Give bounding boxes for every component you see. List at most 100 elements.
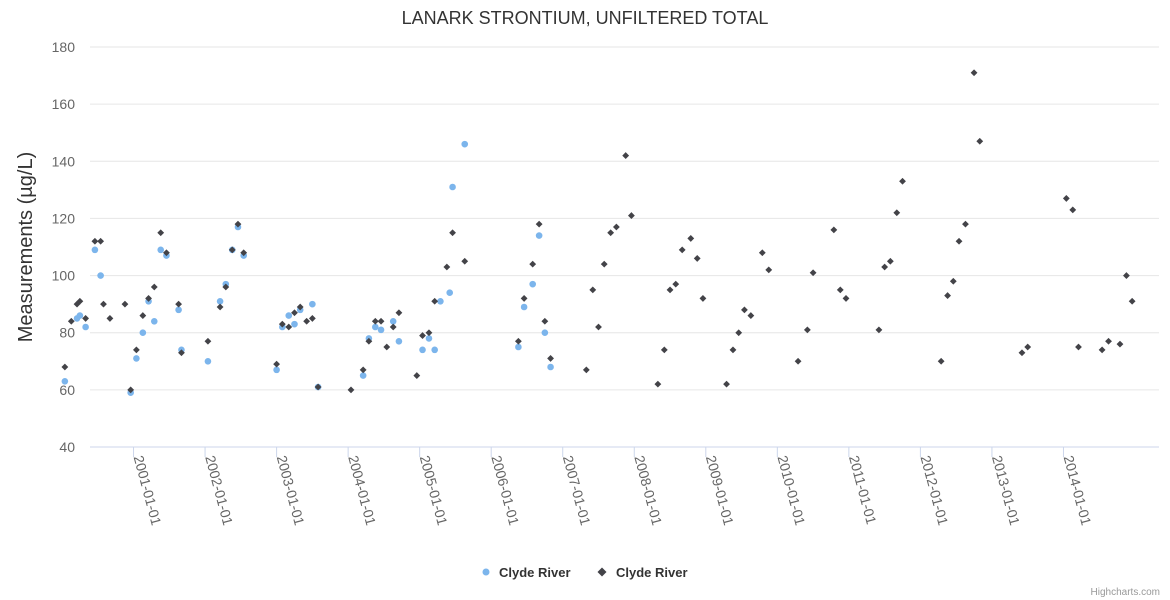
data-point[interactable]	[541, 329, 549, 337]
data-point[interactable]	[285, 323, 293, 331]
data-point[interactable]	[672, 280, 680, 288]
data-point[interactable]	[222, 283, 230, 291]
data-point[interactable]	[365, 337, 373, 345]
data-point[interactable]	[547, 363, 554, 371]
data-point[interactable]	[157, 246, 165, 254]
data-point[interactable]	[666, 286, 674, 294]
data-point[interactable]	[309, 300, 316, 308]
data-point[interactable]	[735, 329, 743, 337]
data-point[interactable]	[1105, 337, 1112, 345]
data-point[interactable]	[741, 306, 748, 314]
data-point[interactable]	[204, 357, 212, 365]
data-point[interactable]	[1128, 297, 1136, 305]
data-point[interactable]	[413, 372, 421, 379]
data-point[interactable]	[836, 286, 844, 294]
data-point[interactable]	[61, 377, 69, 385]
data-point[interactable]	[308, 315, 316, 322]
data-point[interactable]	[150, 283, 158, 291]
data-point[interactable]	[91, 237, 99, 245]
data-point[interactable]	[175, 300, 182, 308]
data-point[interactable]	[437, 297, 444, 305]
data-point[interactable]	[765, 266, 773, 274]
data-point[interactable]	[535, 220, 543, 228]
data-point[interactable]	[962, 220, 969, 228]
data-point[interactable]	[359, 366, 367, 374]
data-point[interactable]	[449, 183, 456, 191]
data-point[interactable]	[127, 386, 135, 394]
data-point[interactable]	[296, 303, 304, 311]
legend-item-series-1[interactable]: Clyde River	[482, 565, 571, 580]
data-point[interactable]	[139, 312, 147, 319]
data-point[interactable]	[937, 357, 945, 365]
data-point[interactable]	[529, 280, 536, 288]
data-point[interactable]	[1062, 195, 1070, 202]
data-point[interactable]	[628, 212, 635, 219]
data-point[interactable]	[1075, 343, 1082, 351]
data-point[interactable]	[216, 303, 224, 311]
data-point[interactable]	[389, 317, 397, 325]
data-point[interactable]	[91, 246, 99, 254]
data-point[interactable]	[809, 269, 817, 277]
data-point[interactable]	[461, 140, 469, 148]
data-point[interactable]	[687, 235, 695, 242]
data-point[interactable]	[145, 295, 152, 302]
data-point[interactable]	[535, 232, 543, 239]
data-point[interactable]	[699, 295, 707, 302]
data-point[interactable]	[106, 315, 114, 322]
data-point[interactable]	[273, 360, 280, 368]
data-point[interactable]	[97, 237, 105, 245]
data-point[interactable]	[234, 220, 242, 228]
data-point[interactable]	[303, 317, 311, 325]
data-point[interactable]	[520, 303, 528, 311]
data-point[interactable]	[970, 69, 978, 77]
data-point[interactable]	[291, 309, 298, 317]
data-point[interactable]	[389, 323, 397, 331]
data-point[interactable]	[747, 312, 755, 319]
data-point[interactable]	[881, 263, 889, 271]
data-point[interactable]	[600, 260, 608, 268]
data-point[interactable]	[163, 249, 170, 257]
data-point[interactable]	[830, 226, 838, 234]
data-point[interactable]	[419, 346, 426, 354]
data-point[interactable]	[157, 229, 165, 237]
data-point[interactable]	[273, 366, 280, 374]
data-point[interactable]	[383, 343, 391, 351]
data-point[interactable]	[446, 289, 454, 297]
data-point[interactable]	[541, 317, 549, 325]
data-point[interactable]	[595, 323, 602, 331]
data-point[interactable]	[729, 346, 737, 354]
data-point[interactable]	[660, 346, 668, 354]
data-point[interactable]	[842, 295, 850, 302]
data-point[interactable]	[794, 357, 802, 365]
data-point[interactable]	[622, 152, 630, 159]
data-point[interactable]	[582, 366, 590, 374]
data-point[interactable]	[949, 277, 957, 285]
data-point[interactable]	[314, 383, 322, 391]
data-point[interactable]	[204, 337, 212, 345]
data-point[interactable]	[1069, 206, 1077, 214]
data-point[interactable]	[893, 209, 901, 217]
data-point[interactable]	[1018, 349, 1026, 357]
data-point[interactable]	[431, 346, 438, 354]
data-point[interactable]	[431, 297, 439, 305]
data-point[interactable]	[461, 257, 469, 265]
data-point[interactable]	[240, 249, 248, 257]
data-point[interactable]	[139, 329, 147, 337]
data-point[interactable]	[178, 349, 185, 357]
data-point[interactable]	[976, 137, 984, 145]
data-point[interactable]	[97, 272, 104, 279]
data-point[interactable]	[678, 246, 686, 254]
data-point[interactable]	[82, 323, 89, 331]
data-point[interactable]	[419, 332, 426, 339]
data-point[interactable]	[515, 343, 522, 351]
data-point[interactable]	[547, 355, 554, 362]
data-point[interactable]	[133, 355, 140, 362]
credits-link[interactable]: Highcharts.com	[1091, 587, 1160, 598]
data-point[interactable]	[150, 317, 158, 325]
legend-item-series-2[interactable]: Clyde River	[597, 565, 688, 580]
data-point[interactable]	[67, 317, 75, 325]
data-point[interactable]	[216, 297, 224, 305]
data-point[interactable]	[1098, 346, 1106, 354]
data-point[interactable]	[758, 249, 766, 257]
data-point[interactable]	[372, 323, 379, 331]
